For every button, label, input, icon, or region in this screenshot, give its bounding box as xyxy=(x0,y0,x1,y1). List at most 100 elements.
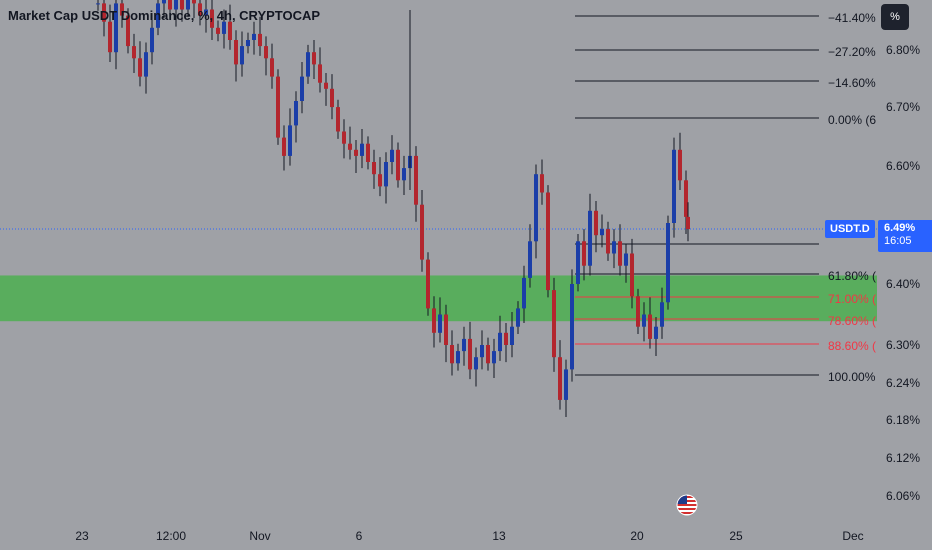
fib-label: 78.60% ( xyxy=(828,314,876,328)
candle-body xyxy=(618,241,622,266)
candle-body xyxy=(474,357,478,370)
candle-body xyxy=(522,277,526,309)
y-tick-label: 6.80% xyxy=(886,43,920,57)
candle-body xyxy=(354,149,358,156)
candle-body xyxy=(264,46,268,59)
candle-body xyxy=(234,40,238,65)
bar-countdown: 16:05 xyxy=(884,235,912,247)
candle-body xyxy=(480,345,484,358)
candle-body xyxy=(468,338,472,370)
x-tick-label: 23 xyxy=(75,529,89,543)
x-tick-label: 12:00 xyxy=(156,529,186,543)
symbol-label-badge: USDT.D xyxy=(825,220,875,238)
candle-body xyxy=(240,46,244,65)
candle-body xyxy=(552,290,556,358)
candle-body xyxy=(252,33,256,40)
candle-body xyxy=(396,149,400,181)
candle-body xyxy=(294,101,298,126)
y-tick-label: 6.18% xyxy=(886,413,920,427)
candle-body xyxy=(258,33,262,47)
candle-body xyxy=(576,241,580,284)
candle-body xyxy=(438,314,442,333)
candle-body xyxy=(330,88,334,108)
candle-body xyxy=(324,82,328,89)
candle-body xyxy=(456,351,460,364)
fib-label: 100.00% xyxy=(828,370,876,384)
candle-body xyxy=(450,345,454,364)
candle-body xyxy=(288,125,292,156)
us-flag-icon[interactable] xyxy=(676,494,698,516)
candle-body xyxy=(600,229,604,236)
x-tick-label: Nov xyxy=(249,529,270,543)
candle-body xyxy=(360,143,364,156)
x-tick-label: Dec xyxy=(842,529,863,543)
candle-body xyxy=(312,52,316,65)
x-tick-label: 25 xyxy=(729,529,743,543)
candle-body xyxy=(582,241,586,266)
candle-body xyxy=(102,3,106,22)
x-tick-label: 6 xyxy=(356,529,363,543)
y-tick-label: 6.40% xyxy=(886,277,920,291)
candle-body xyxy=(318,64,322,83)
candle-body xyxy=(348,143,352,150)
candle-body xyxy=(342,131,346,144)
candle-body xyxy=(414,155,418,205)
fib-label: −41.40% xyxy=(828,11,876,25)
candle-body xyxy=(336,107,340,132)
candle-body xyxy=(198,3,202,16)
fib-label: 88.60% ( xyxy=(828,339,876,353)
candle-body xyxy=(648,314,652,339)
candle-body xyxy=(204,9,208,16)
last-price-badge: 6.49% 16:05 xyxy=(878,220,932,252)
candle-body xyxy=(162,0,166,4)
candle-body xyxy=(228,21,232,40)
candle-body xyxy=(306,52,310,77)
candle-body xyxy=(686,216,690,230)
candle-body xyxy=(156,3,160,28)
fib-label: 0.00% (6 xyxy=(828,113,876,127)
candle-body xyxy=(96,3,100,5)
y-tick-label: 6.30% xyxy=(886,338,920,352)
candle-body xyxy=(282,137,286,156)
candle-body xyxy=(390,149,394,162)
candle-body xyxy=(186,0,190,10)
candle-body xyxy=(660,302,664,327)
candle-body xyxy=(534,174,538,242)
fib-label: −14.60% xyxy=(828,76,876,90)
candle-body xyxy=(636,296,640,327)
candle-body xyxy=(444,314,448,345)
candle-body xyxy=(486,345,490,364)
fib-label: 71.00% ( xyxy=(828,292,876,306)
percent-scale-button[interactable]: % xyxy=(881,4,909,30)
candle-body xyxy=(276,76,280,138)
y-tick-label: 6.12% xyxy=(886,451,920,465)
candle-body xyxy=(504,332,508,345)
candle-body xyxy=(594,210,598,236)
candle-body xyxy=(528,241,532,278)
candle-body xyxy=(108,21,112,53)
candle-body xyxy=(126,15,130,47)
candle-body xyxy=(402,168,406,181)
y-tick-label: 6.60% xyxy=(886,159,920,173)
x-tick-label: 20 xyxy=(630,529,644,543)
candle-body xyxy=(492,351,496,364)
candle-body xyxy=(180,0,184,10)
candle-body xyxy=(210,9,214,28)
candle-body xyxy=(462,338,466,352)
candle-body xyxy=(540,174,544,193)
candle-body xyxy=(588,210,592,266)
candle-body xyxy=(372,162,376,175)
x-tick-label: 13 xyxy=(492,529,506,543)
candle-body xyxy=(150,27,154,53)
fib-label: −27.20% xyxy=(828,45,876,59)
candle-body xyxy=(642,314,646,327)
candle-body xyxy=(300,76,304,101)
candle-body xyxy=(570,284,574,370)
candle-body xyxy=(606,229,610,254)
candle-body xyxy=(120,3,124,16)
last-price-value: 6.49% xyxy=(884,222,916,234)
y-tick-label: 6.06% xyxy=(886,489,920,503)
candle-body xyxy=(678,149,682,181)
